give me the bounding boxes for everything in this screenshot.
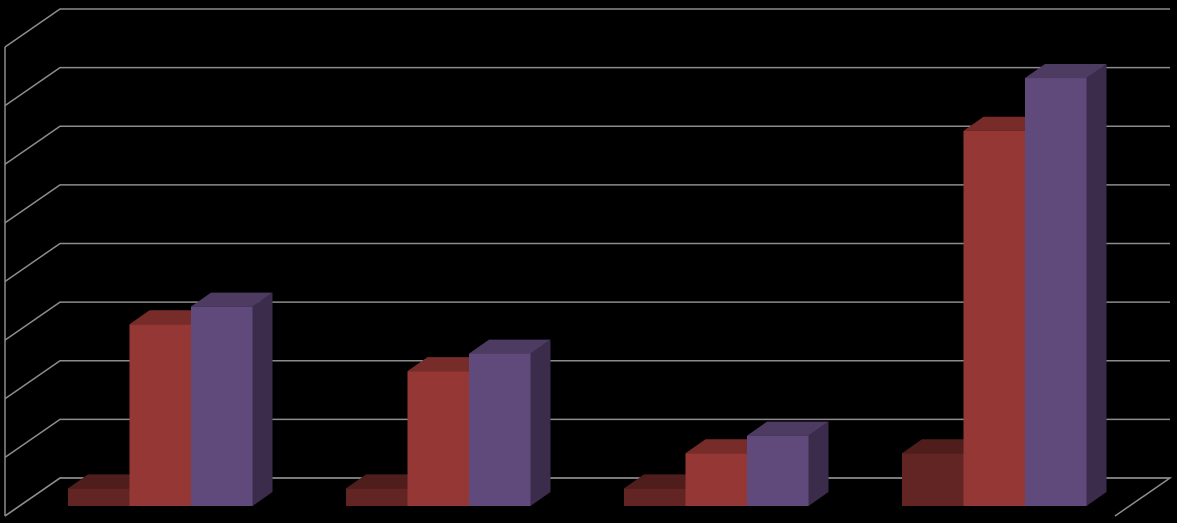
bar — [407, 371, 469, 506]
bar-top — [747, 421, 829, 436]
bar — [469, 353, 531, 506]
bar — [68, 488, 130, 506]
grid-line — [4, 125, 1170, 165]
grid-line — [4, 301, 1170, 341]
bar-top — [1025, 64, 1107, 79]
bar — [191, 306, 253, 506]
bar-side — [252, 292, 273, 506]
grid-line — [4, 66, 1170, 107]
bar — [685, 453, 747, 506]
grid-line — [4, 418, 1170, 458]
bar-top — [129, 310, 211, 325]
bar-top — [469, 339, 551, 354]
bar-top — [191, 292, 273, 307]
bar-top — [346, 474, 428, 489]
bar — [963, 130, 1025, 507]
bar — [1025, 78, 1087, 506]
bar-top — [685, 439, 767, 454]
grid-line — [4, 8, 1170, 48]
bar-top — [963, 116, 1045, 131]
bar-side — [808, 421, 829, 506]
bar — [747, 435, 809, 506]
grid-line — [4, 184, 1170, 224]
bar — [902, 453, 964, 506]
bar-top — [68, 474, 150, 489]
grid-line — [4, 242, 1170, 283]
bar — [624, 488, 686, 506]
bar-side — [530, 339, 551, 506]
bar-top — [624, 474, 706, 489]
bar-top — [902, 439, 984, 454]
bar-side — [1086, 64, 1107, 506]
bar — [346, 488, 408, 506]
bar-top — [407, 357, 489, 372]
bar — [129, 324, 191, 506]
grid-line — [4, 360, 1170, 400]
